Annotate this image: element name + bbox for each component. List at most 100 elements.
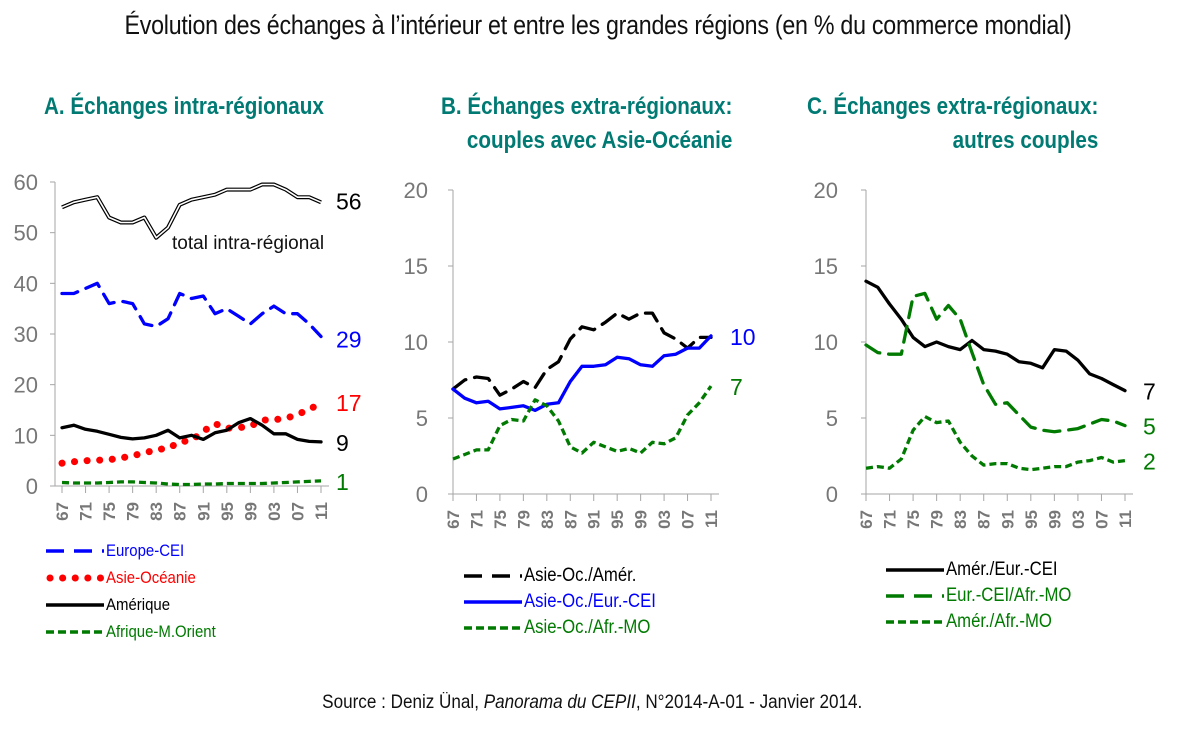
legend-label-asie-oc-afr-mo: Asie-Oc./Afr.-MO xyxy=(524,617,651,638)
x-tick-label: 75 xyxy=(100,502,119,521)
legend-swatch-am-r-eur-cei xyxy=(886,568,944,572)
y-tick-label: 50 xyxy=(14,221,38,246)
x-tick-label: 03 xyxy=(1069,510,1088,529)
x-tick-label: 91 xyxy=(194,502,213,521)
series-line-asie-oc-anie xyxy=(58,398,325,467)
series-line-asie-oc-afr-mo xyxy=(452,385,713,461)
series-line-afrique-m-orient xyxy=(61,479,322,487)
panel-b-title-line2: couples avec Asie-Océanie xyxy=(466,127,733,154)
panel-b-title-line1: B. Échanges extra-régionaux: xyxy=(441,93,733,120)
legend-swatch-afrique-m-orient xyxy=(46,629,104,634)
legend-label-asie-oc-am-r: Asie-Oc./Amér. xyxy=(524,565,637,586)
end-label-asie-oc-anie: 17 xyxy=(336,390,362,416)
panel-b-plot: 0 5 10 15 20 67 71 75 79 83 87 91 95 99 03 07 11 10 7 xyxy=(404,178,756,529)
end-label-afrique-m-orient: 1 xyxy=(336,469,349,495)
x-tick-label: 71 xyxy=(881,510,900,529)
end-label-am-rique: 9 xyxy=(336,430,349,456)
legend-label-am-rique: Amérique xyxy=(106,594,171,614)
end-label-europe-cei: 29 xyxy=(336,327,362,353)
end-label-am-r-afr-mo: 2 xyxy=(1143,449,1156,475)
y-tick-label: 15 xyxy=(814,254,838,279)
x-tick-label: 67 xyxy=(53,502,72,521)
x-tick-label: 79 xyxy=(514,510,533,529)
panel-c-title-line2: autres couples xyxy=(952,127,1099,154)
y-tick-label: 5 xyxy=(416,406,428,431)
legend-label-asie-oc-anie: Asie-Océanie xyxy=(106,567,196,587)
y-tick-label: 60 xyxy=(14,170,38,195)
legend-label-europe-cei: Europe-CEI xyxy=(106,540,185,560)
x-tick-label: 67 xyxy=(857,510,876,529)
x-tick-label: 67 xyxy=(444,510,463,529)
legend-item-europe-cei: Europe-CEI xyxy=(46,537,231,564)
x-tick-label: 03 xyxy=(265,502,284,521)
y-tick-label: 30 xyxy=(14,322,38,347)
legend-item-asie-oc-anie: Asie-Océanie xyxy=(46,564,231,591)
series-line-asie-oc-eur-cei xyxy=(451,334,713,413)
panel-a-title: A. Échanges intra-régionaux xyxy=(44,90,324,124)
end-label-total-intra-r-gional: 56 xyxy=(336,188,362,214)
x-tick-label: 95 xyxy=(608,510,627,529)
legend-label-am-r-afr-mo: Amér./Afr.-MO xyxy=(946,611,1052,632)
series-line-am-r-afr-mo xyxy=(865,414,1126,472)
legend-swatch-am-r-afr-mo xyxy=(886,620,944,624)
series-line-asie-oc-am-r xyxy=(451,311,713,397)
y-tick-label: 20 xyxy=(14,373,38,398)
x-tick-label: 91 xyxy=(998,510,1017,529)
legend-swatch-europe-cei xyxy=(46,548,104,553)
legend-item-asie-oc-am-r: Asie-Oc./Amér. xyxy=(464,563,674,589)
end-label-eur-cei-afr-mo: 5 xyxy=(1143,414,1156,440)
y-tick-label: 0 xyxy=(826,482,838,507)
legend-label-eur-cei-afr-mo: Eur.-CEI/Afr.-MO xyxy=(946,585,1072,606)
x-tick-label: 83 xyxy=(147,502,166,521)
series-line-am-rique xyxy=(60,416,323,444)
x-tick-label: 87 xyxy=(561,510,580,529)
x-tick-label: 71 xyxy=(467,510,486,529)
y-tick-label: 40 xyxy=(14,271,38,296)
legend-panel-b: Asie-Oc./Amér. Asie-Oc./Eur.-CEI Asie-Oc./… xyxy=(464,563,674,641)
x-tick-label: 07 xyxy=(1092,510,1111,529)
legend-item-am-r-eur-cei: Amér./Eur.-CEI xyxy=(886,557,1089,583)
series-line-eur-cei-afr-mo xyxy=(864,291,1127,434)
source-suffix: , N°2014-A-01 - Janvier 2014. xyxy=(635,692,863,713)
legend-swatch-eur-cei-afr-mo xyxy=(886,594,944,598)
end-label-am-r-eur-cei: 7 xyxy=(1143,379,1156,405)
panel-c-title-line1: C. Échanges extra-régionaux: xyxy=(807,93,1099,120)
x-tick-label: 75 xyxy=(904,510,923,529)
y-tick-label: 0 xyxy=(416,482,428,507)
x-tick-label: 99 xyxy=(1045,510,1064,529)
legend-swatch-asie-oc-eur-cei xyxy=(464,600,522,604)
legend-item-afrique-m-orient: Afrique-M.Orient xyxy=(46,618,231,645)
legend-swatch-asie-oc-am-r xyxy=(464,574,522,578)
legend-swatch-asie-oc-afr-mo xyxy=(464,626,522,630)
x-tick-label: 79 xyxy=(124,502,143,521)
y-tick-label: 15 xyxy=(404,254,428,279)
legend-label-am-r-eur-cei: Amér./Eur.-CEI xyxy=(946,559,1058,580)
legend-panel-a: Europe-CEI Asie-Océanie Amérique Afrique-M.… xyxy=(46,537,231,645)
x-tick-label: 03 xyxy=(655,510,674,529)
x-tick-label: 71 xyxy=(77,502,96,521)
y-tick-label: 10 xyxy=(404,330,428,355)
legend-swatch-am-rique xyxy=(46,602,104,607)
legend-swatch-asie-oc-anie xyxy=(46,574,104,581)
x-tick-label: 11 xyxy=(312,502,331,520)
x-tick-label: 07 xyxy=(288,502,307,521)
y-tick-label: 20 xyxy=(814,178,838,203)
legend-label-asie-oc-eur-cei: Asie-Oc./Eur.-CEI xyxy=(524,591,656,612)
x-tick-label: 99 xyxy=(241,502,260,521)
source-publication: Panorama du CEPII xyxy=(483,692,636,713)
series-line-europe-cei xyxy=(60,281,323,339)
x-tick-label: 11 xyxy=(1116,510,1135,528)
y-tick-label: 0 xyxy=(26,474,38,499)
y-tick-label: 20 xyxy=(404,178,428,203)
panel-b-title: B. Échanges extra-régionaux: couples ave… xyxy=(441,90,732,158)
y-tick-label: 10 xyxy=(14,423,38,448)
x-tick-label: 79 xyxy=(928,510,947,529)
x-tick-label: 99 xyxy=(632,510,651,529)
panel-c-title: C. Échanges extra-régionaux: autres coup… xyxy=(807,90,1098,158)
legend-item-am-rique: Amérique xyxy=(46,591,231,618)
end-label-asie-oc-eur-cei: 10 xyxy=(730,324,756,350)
series-line-total-intra-r-gional xyxy=(61,182,322,240)
legend-label-afrique-m-orient: Afrique-M.Orient xyxy=(106,621,216,641)
